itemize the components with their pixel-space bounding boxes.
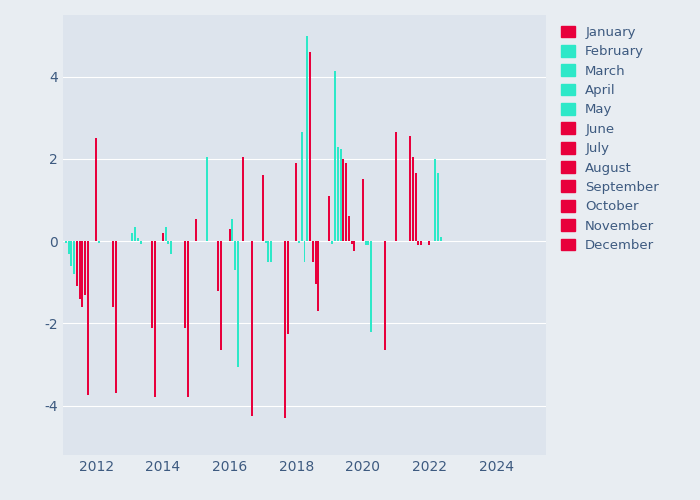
Bar xyxy=(73,241,75,274)
Bar xyxy=(134,227,136,241)
Bar xyxy=(307,36,308,241)
Bar xyxy=(95,138,97,241)
Bar xyxy=(265,241,267,243)
Bar xyxy=(437,174,439,241)
Bar xyxy=(234,241,236,270)
Bar xyxy=(314,241,316,284)
Bar xyxy=(365,241,367,246)
Bar xyxy=(354,241,356,252)
Bar xyxy=(112,241,114,307)
Bar xyxy=(195,218,197,241)
Bar xyxy=(87,241,89,396)
Bar xyxy=(184,241,186,328)
Bar xyxy=(187,241,189,398)
Bar xyxy=(231,218,233,241)
Bar xyxy=(409,136,411,241)
Bar xyxy=(167,241,169,244)
Bar xyxy=(70,241,72,266)
Bar xyxy=(312,241,314,262)
Bar xyxy=(65,241,66,243)
Bar xyxy=(68,241,69,254)
Bar xyxy=(342,159,344,241)
Bar xyxy=(287,241,289,334)
Bar xyxy=(81,241,83,307)
Bar xyxy=(370,241,372,332)
Bar xyxy=(331,241,333,244)
Bar xyxy=(78,241,81,298)
Bar xyxy=(229,229,230,241)
Bar xyxy=(351,241,353,244)
Bar xyxy=(237,241,239,366)
Bar xyxy=(218,241,219,290)
Bar xyxy=(242,157,244,241)
Bar xyxy=(267,241,270,262)
Bar xyxy=(414,174,416,241)
Bar xyxy=(76,241,78,286)
Bar xyxy=(170,241,172,254)
Bar xyxy=(395,132,397,241)
Bar xyxy=(328,196,330,241)
Bar xyxy=(298,241,300,243)
Bar xyxy=(304,241,305,262)
Bar xyxy=(153,241,155,398)
Bar xyxy=(417,241,419,246)
Bar xyxy=(301,132,302,241)
Bar xyxy=(362,180,364,241)
Bar xyxy=(420,241,422,246)
Bar xyxy=(115,241,117,394)
Bar xyxy=(162,233,164,241)
Bar xyxy=(345,163,347,241)
Bar xyxy=(295,163,298,241)
Bar xyxy=(334,70,336,241)
Bar xyxy=(132,233,134,241)
Bar xyxy=(164,227,167,241)
Bar xyxy=(368,241,370,246)
Bar xyxy=(98,241,100,243)
Bar xyxy=(337,146,339,241)
Bar xyxy=(309,52,311,241)
Bar xyxy=(440,237,442,241)
Bar xyxy=(150,241,153,328)
Bar xyxy=(434,159,436,241)
Bar xyxy=(262,176,264,241)
Bar xyxy=(140,241,141,244)
Bar xyxy=(284,241,286,418)
Legend: January, February, March, April, May, June, July, August, September, October, No: January, February, March, April, May, Ju… xyxy=(557,22,663,256)
Bar xyxy=(428,241,430,246)
Bar xyxy=(317,241,319,311)
Bar xyxy=(84,241,86,294)
Bar xyxy=(384,241,386,350)
Bar xyxy=(220,241,222,350)
Bar xyxy=(137,238,139,241)
Bar xyxy=(348,216,350,241)
Bar xyxy=(251,241,253,416)
Bar xyxy=(206,157,209,241)
Bar xyxy=(412,157,414,241)
Bar xyxy=(270,241,272,262)
Bar xyxy=(340,148,342,241)
